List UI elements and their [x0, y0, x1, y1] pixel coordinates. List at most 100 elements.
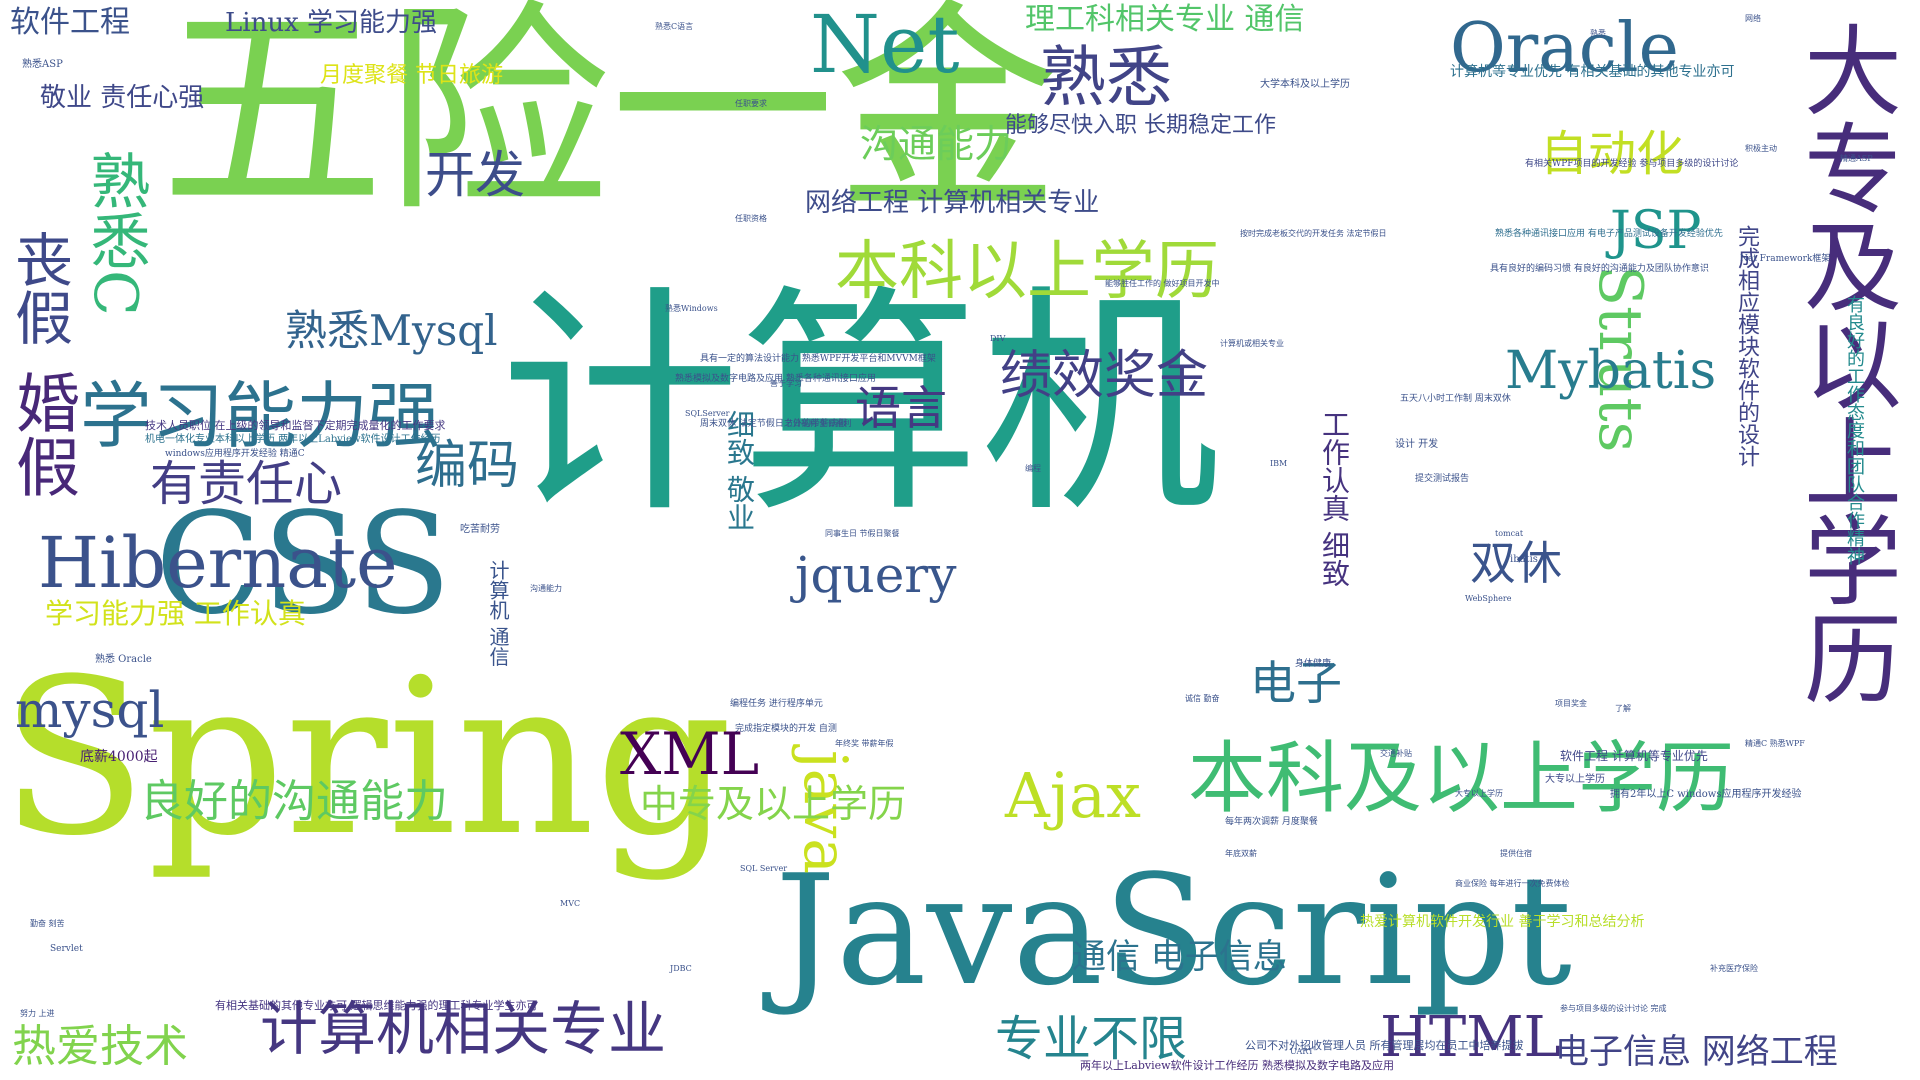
- word: 身体健康: [1295, 659, 1332, 669]
- word: WebSphere: [1465, 594, 1512, 603]
- word: tomcat: [1495, 529, 1524, 538]
- word: 大学本科及以上学历: [1260, 79, 1350, 90]
- word: 熟悉Mysql: [285, 306, 498, 355]
- word: 参与项目多级的设计讨论 完成: [1560, 1004, 1667, 1013]
- word: 本科以上学历: [835, 235, 1219, 309]
- word: Servlet: [50, 944, 83, 954]
- word: 编程: [1025, 464, 1041, 473]
- word: 双休: [1470, 536, 1562, 590]
- word: 精通C 熟悉WPF: [1745, 739, 1805, 748]
- word: 项目奖金: [1555, 699, 1587, 708]
- word: 大专以上学历: [1455, 789, 1503, 798]
- word: SQL Server: [740, 864, 788, 873]
- word: 丧假: [5, 230, 73, 346]
- word: Spring: [0, 632, 733, 883]
- word: 拥有2年以上C windows应用程序开发经验: [1610, 789, 1802, 800]
- word: 中专及以上学历: [640, 782, 907, 826]
- word: 电子: [1250, 656, 1342, 710]
- word: 自动化: [1540, 126, 1685, 182]
- word: 网络工程 计算机相关专业: [805, 188, 1100, 218]
- word: 沟通能力: [860, 122, 1013, 166]
- word: Oracle: [1450, 9, 1679, 88]
- word: 五险一金: [160, 0, 1060, 243]
- word: 网络: [1745, 14, 1761, 23]
- word: 公司不对外招收管理人员 所有管理层均在员工中培养提拔: [1245, 1039, 1524, 1052]
- word: 语言: [855, 381, 947, 435]
- word: 节日福利 生日福利: [785, 419, 852, 428]
- word: 学习能力强: [80, 374, 441, 458]
- word: 提交测试报告: [1415, 474, 1470, 484]
- word: Net Framework框架: [1740, 254, 1831, 264]
- word: XML: [620, 720, 760, 788]
- word: 吃苦耐劳: [460, 524, 500, 535]
- word: JSP: [1610, 201, 1702, 261]
- word: 周末双休 法定节假日之外的带薪病假: [700, 419, 847, 429]
- word: 开发: [425, 146, 525, 204]
- word: 了解: [1615, 704, 1631, 713]
- word: ibatis: [1510, 554, 1538, 565]
- word: 技术人员职位 在上级的领导和监督下定期完成量化的工作要求: [145, 419, 446, 432]
- word: 软件工程: [10, 5, 130, 40]
- word: 熟悉ASP: [22, 59, 63, 70]
- word: 两年以上Labview软件设计工作经历 熟悉模拟及数字电路及应用: [1080, 1059, 1395, 1072]
- word: 热爱技术: [12, 1021, 188, 1072]
- word: Mybatis: [1505, 341, 1717, 401]
- word: Ajax: [1005, 759, 1141, 832]
- word: 绩效奖金: [1000, 346, 1209, 406]
- word: 熟悉模拟及数字电路及应用 熟悉各种通讯接口应用: [675, 374, 876, 384]
- word: 有责任心: [150, 456, 343, 512]
- word: 有相关WPF项目的开发经验 参与项目多级的设计讨论: [1525, 159, 1739, 169]
- word: 敬业 责任心强: [40, 83, 205, 113]
- word: CSS: [155, 483, 452, 646]
- word: 诚信 勤奋: [1185, 694, 1220, 703]
- word: 商业保险 每年进行一次免费体检: [1455, 879, 1570, 888]
- word: DIV: [990, 334, 1006, 343]
- word: jquery: [795, 546, 957, 604]
- word: 本科及以上学历: [1188, 734, 1735, 824]
- word: 熟悉: [1590, 29, 1606, 38]
- word: 编程任务 进行程序单元: [730, 699, 823, 709]
- word: 熟悉C语言: [655, 22, 694, 31]
- word: 专业不限: [995, 1011, 1188, 1067]
- word: 熟悉各种通讯接口应用 有电子产品测试设备开发经验优先: [1495, 229, 1723, 239]
- word: 按时完成老板交代的开发任务 法定节假日: [1240, 229, 1387, 238]
- word: mysql: [15, 681, 165, 739]
- word: 熟悉C: [80, 150, 150, 316]
- word: 熟悉Windows: [665, 304, 718, 313]
- word: 交通补贴: [1380, 749, 1412, 758]
- word: 计算机等专业优先 有相关基础的其他专业亦可: [1450, 64, 1735, 80]
- word: 计算机 通信: [486, 560, 510, 667]
- word: 计算机: [500, 265, 1221, 545]
- word: 任职资格: [735, 214, 767, 223]
- word: 沟通能力: [530, 584, 562, 593]
- word: 有相关基础的其他专业亦可 逻辑思维能力强的理工科专业学生亦可: [215, 999, 538, 1012]
- word: 有良好的工作态度和团队合作精神: [1844, 295, 1865, 565]
- word: 通信 电子信息: [1072, 937, 1287, 977]
- word: 具有一定的算法设计能力 熟悉WPF开发平台和MVVM框架: [700, 354, 936, 364]
- word: 同事生日 节假日聚餐: [825, 529, 900, 538]
- word: 理工科相关专业 通信: [1025, 2, 1305, 37]
- word: 善于学习: [770, 379, 802, 388]
- word: 年终奖 带薪年假: [835, 739, 894, 748]
- word: 年底双薪: [1225, 849, 1257, 858]
- word: 能够尽快入职 长期稳定工作: [1005, 113, 1276, 138]
- word: 补充医疗保险: [1710, 964, 1758, 973]
- word: UART: [1290, 1047, 1314, 1056]
- word: 大专及以上学历: [1787, 20, 1901, 706]
- word: MVC: [560, 899, 581, 908]
- word: 提供住宿: [1500, 849, 1532, 858]
- word: Net: [810, 0, 960, 91]
- word: java: [790, 750, 860, 875]
- word: 大专以上学历: [1545, 774, 1605, 785]
- word: 细致 敬业: [723, 410, 756, 531]
- word: 熟悉: [1040, 39, 1172, 116]
- word: JavaScript: [775, 842, 1572, 1019]
- word: 学习能力强 工作认真: [45, 597, 306, 630]
- word: JDBC: [670, 964, 692, 973]
- word: 熟悉 Oracle: [95, 654, 152, 665]
- word: 设计 开发: [1395, 439, 1439, 450]
- word: SQLServer: [685, 409, 730, 418]
- word: HTML: [1380, 1005, 1561, 1070]
- word: 能够胜任工作的 做好项目开发中: [1105, 279, 1220, 288]
